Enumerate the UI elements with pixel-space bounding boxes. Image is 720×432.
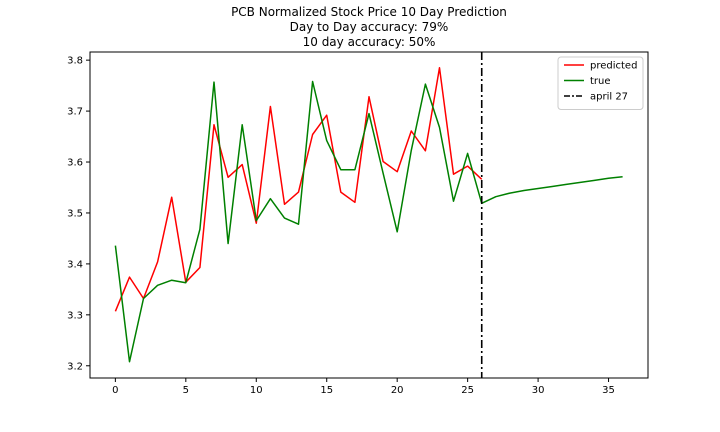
title-line-3: 10 day accuracy: 50% — [303, 35, 436, 49]
y-tick-label: 3.7 — [67, 107, 83, 118]
title-line-1: PCB Normalized Stock Price 10 Day Predic… — [231, 5, 507, 19]
series-true-line — [114, 80, 623, 363]
x-tick-label: 20 — [391, 385, 404, 396]
x-tick-label: 10 — [250, 385, 263, 396]
legend-label-predicted: predicted — [590, 61, 637, 72]
y-tick-label: 3.4 — [67, 259, 83, 270]
legend-label-true: true — [590, 76, 611, 87]
y-axis: 3.2 3.3 3.4 3.5 3.6 3.7 3.8 — [67, 56, 90, 372]
y-tick-label: 3.6 — [67, 158, 83, 169]
chart-title: PCB Normalized Stock Price 10 Day Predic… — [231, 5, 507, 49]
plot-area: 0 5 10 15 20 25 30 35 3.2 3.3 3.4 3.5 3.6 3.7 3.8 — [67, 51, 649, 396]
x-tick-label: 25 — [461, 385, 474, 396]
y-tick-label: 3.5 — [67, 208, 83, 219]
x-axis: 0 5 10 15 20 25 30 35 — [112, 378, 615, 396]
series-predicted-line — [114, 67, 483, 312]
legend: predicted true april 27 — [557, 56, 644, 110]
series-layer — [114, 52, 623, 378]
x-tick-label: 0 — [112, 385, 118, 396]
y-tick-label: 3.8 — [67, 56, 83, 67]
y-tick-label: 3.3 — [67, 310, 83, 321]
axes-frame — [89, 51, 649, 379]
title-line-2: Day to Day accuracy: 79% — [290, 20, 449, 34]
legend-label-april-27: april 27 — [590, 92, 628, 103]
x-tick-label: 15 — [320, 385, 333, 396]
x-tick-label: 5 — [183, 385, 189, 396]
y-tick-label: 3.2 — [67, 361, 83, 372]
x-tick-label: 30 — [532, 385, 545, 396]
x-tick-label: 35 — [602, 385, 615, 396]
